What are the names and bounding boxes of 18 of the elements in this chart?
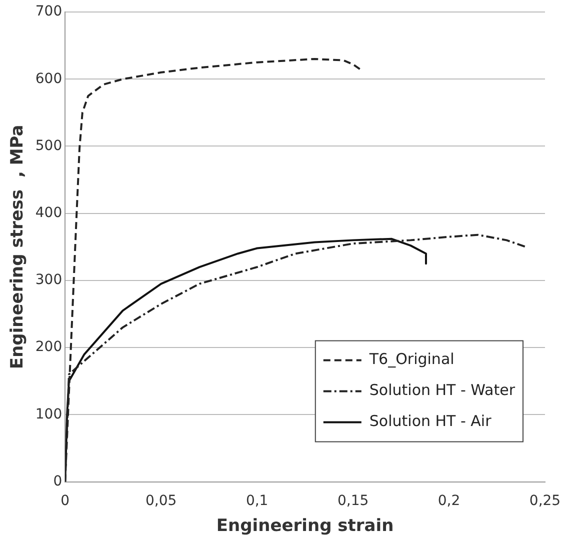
- x-tick-label: 0,1: [246, 492, 268, 509]
- y-tick-label: 100: [35, 406, 62, 422]
- legend-label: Solution HT - Water: [369, 381, 516, 400]
- legend-label: Solution HT - Air: [369, 412, 492, 430]
- x-tick-label: 0,05: [146, 492, 177, 509]
- y-tick-label: 700: [35, 4, 62, 20]
- x-tick-label: 0,25: [529, 492, 561, 509]
- x-tick-label: 0,15: [337, 492, 369, 509]
- y-tick-label: 300: [35, 272, 62, 288]
- legend-label: T6_Original: [368, 350, 454, 368]
- y-tick-label: 600: [35, 70, 62, 87]
- y-tick-label: 400: [35, 204, 62, 221]
- y-tick-label: 0: [53, 473, 62, 490]
- x-tick-label: 0,2: [438, 492, 460, 509]
- y-tick-label: 200: [35, 339, 62, 356]
- y-axis-title: Engineering stress , MPa: [8, 124, 28, 370]
- x-axis-title: Engineering strain: [216, 516, 394, 536]
- y-tick-label: 500: [35, 138, 62, 154]
